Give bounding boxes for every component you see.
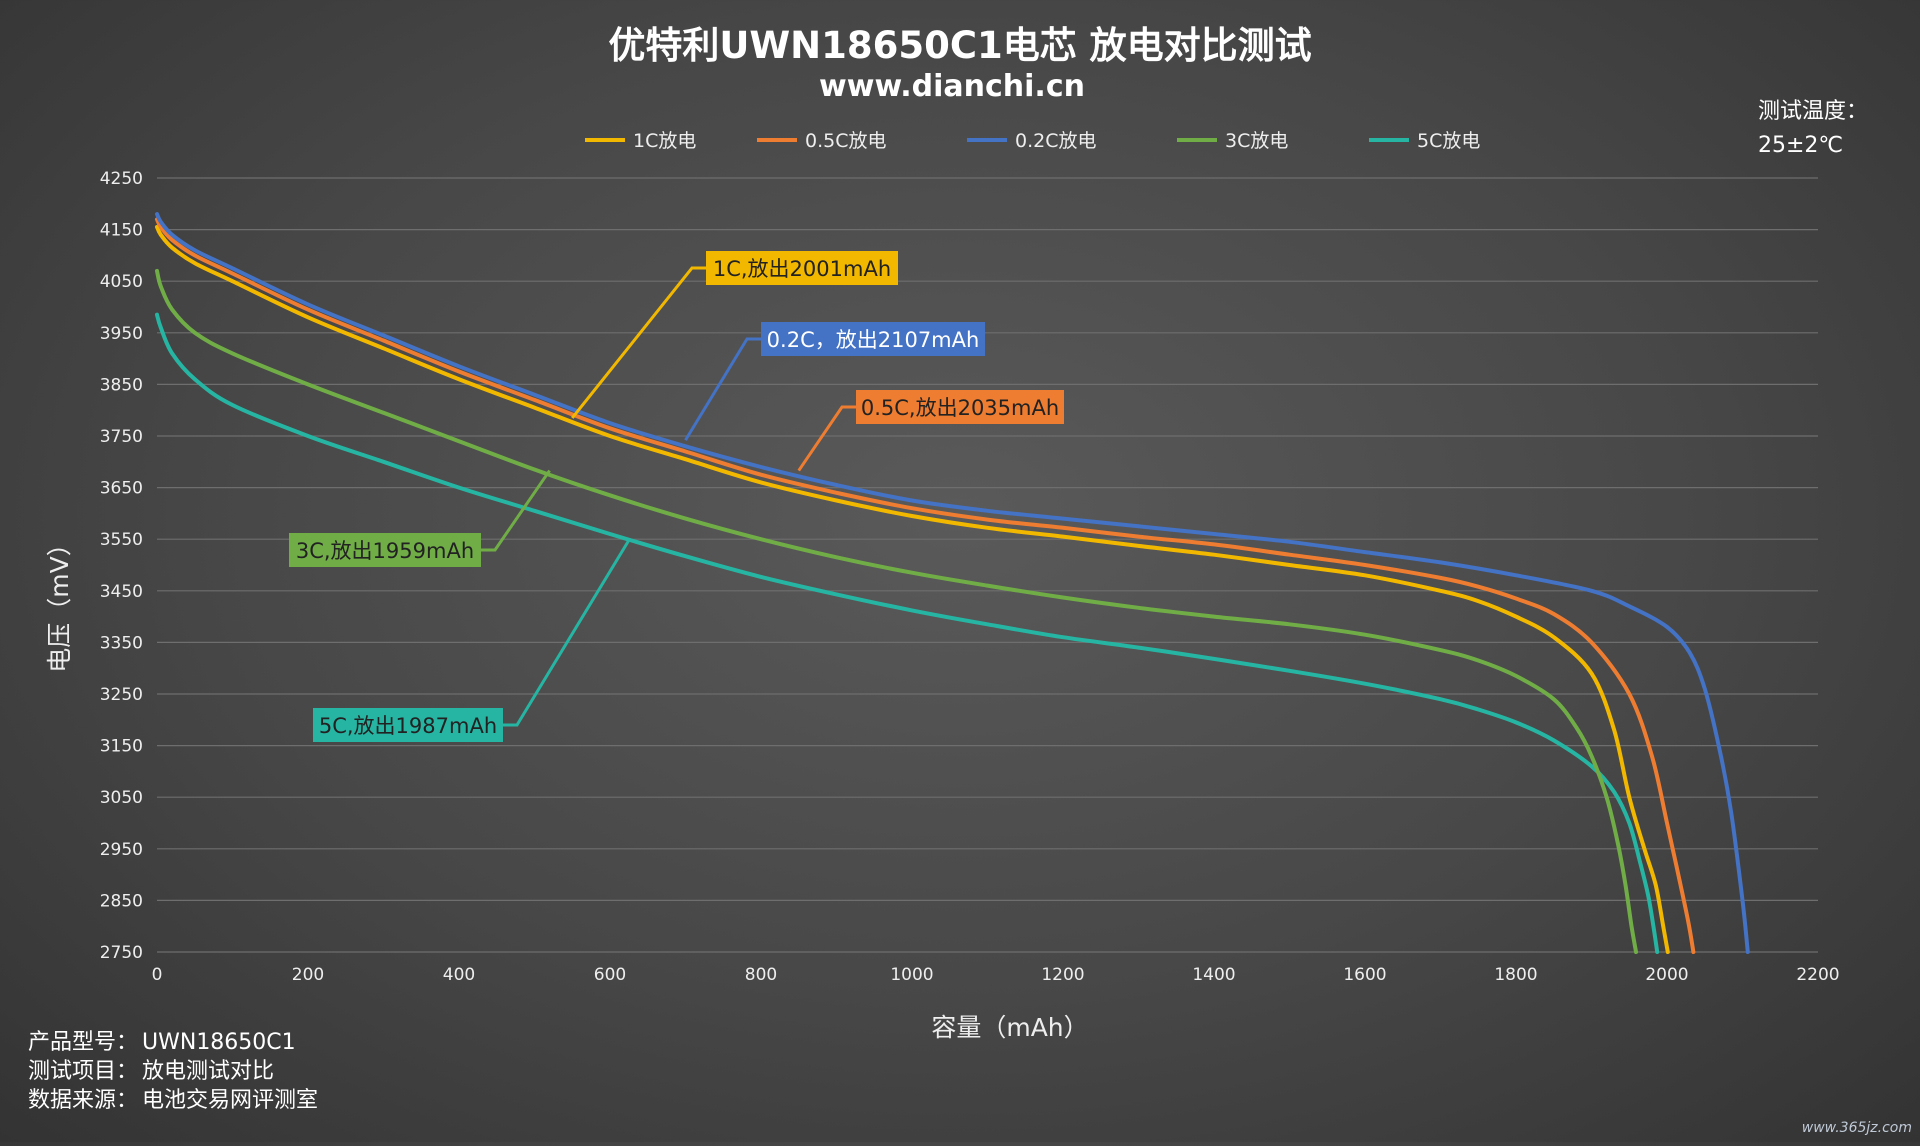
legend: 1C放电 0.5C放电 0.2C放电 3C放电 5C放电: [585, 130, 1480, 152]
chart-title: 优特利UWN18650C1电芯 放电对比测试: [608, 24, 1311, 67]
x-tick-labels: 0 200 400 600 800 1000 1200 1400 1600 1800 2000 220…: [152, 965, 1840, 985]
x-tick-1600: 1600: [1343, 965, 1386, 985]
info-value-source: 电池交易网评测室: [142, 1088, 318, 1113]
annotation-leader-4: [503, 539, 631, 727]
annotation-leader-1: [684, 337, 761, 441]
annotation-leader-2: [797, 405, 856, 472]
y-tick-2750: 2750: [100, 943, 143, 963]
legend-label-0: 1C放电: [633, 130, 696, 152]
y-tick-4050: 4050: [100, 272, 143, 292]
x-tick-1800: 1800: [1494, 965, 1537, 985]
annotation-label-0: 1C,放出2001mAh: [713, 257, 891, 281]
legend-label-4: 5C放电: [1417, 130, 1480, 152]
y-tick-2850: 2850: [100, 891, 143, 911]
y-tick-3850: 3850: [100, 375, 143, 395]
series-line-2: [155, 212, 1750, 954]
x-tick-1000: 1000: [890, 965, 933, 985]
x-tick-2200: 2200: [1796, 965, 1839, 985]
y-tick-2950: 2950: [100, 840, 143, 860]
annotation-label-3: 3C,放出1959mAh: [296, 539, 474, 563]
info-label-test: 测试项目：: [28, 1059, 138, 1084]
series-line-4: [155, 312, 1660, 954]
annotation-label-2: 0.5C,放出2035mAh: [861, 396, 1059, 420]
annotation-label-1: 0.2C，放出2107mAh: [767, 328, 980, 352]
legend-label-3: 3C放电: [1225, 130, 1288, 152]
x-tick-600: 600: [594, 965, 626, 985]
legend-label-1: 0.5C放电: [805, 130, 886, 152]
series-line-3: [155, 268, 1638, 954]
info-block: 产品型号： UWN18650C1 测试项目： 放电测试对比 数据来源： 电池交易…: [28, 1030, 318, 1113]
y-tick-3050: 3050: [100, 788, 143, 808]
annotation-leader-3: [481, 469, 551, 552]
y-tick-3450: 3450: [100, 582, 143, 602]
x-tick-1200: 1200: [1041, 965, 1084, 985]
y-axis-title: 电压（mV）: [45, 531, 74, 672]
annotation-box-3: [289, 533, 481, 567]
annotation-box-1: [761, 322, 985, 356]
series-lines: [155, 212, 1750, 954]
y-tick-labels: 2750 2850 2950 3050 3150 3250 3350 3450 3550 3650…: [100, 169, 143, 963]
info-label-source: 数据来源：: [28, 1088, 138, 1113]
annotation-box-4: [313, 708, 503, 742]
temperature-label: 测试温度：: [1758, 99, 1868, 124]
y-tick-3250: 3250: [100, 685, 143, 705]
y-tick-3950: 3950: [100, 324, 143, 344]
chart-subtitle: www.dianchi.cn: [819, 69, 1085, 104]
annotation-label-4: 5C,放出1987mAh: [319, 714, 497, 738]
temperature-value: 25±2℃: [1758, 133, 1843, 158]
y-tick-3550: 3550: [100, 530, 143, 550]
y-tick-3150: 3150: [100, 737, 143, 757]
series-line-1: [155, 217, 1696, 954]
info-value-model: UWN18650C1: [142, 1030, 296, 1055]
x-tick-1400: 1400: [1192, 965, 1235, 985]
y-tick-4150: 4150: [100, 221, 143, 241]
x-tick-0: 0: [152, 965, 163, 985]
info-value-test: 放电测试对比: [142, 1059, 274, 1084]
x-tick-800: 800: [745, 965, 777, 985]
x-tick-200: 200: [292, 965, 324, 985]
gridlines: [157, 177, 1818, 953]
annotations: 1C,放出2001mAh 0.2C，放出2107mAh 0.5C,放出2035mAh…: [289, 251, 1064, 742]
x-axis-title: 容量（mAh）: [931, 1013, 1088, 1042]
series-line-0: [155, 225, 1670, 954]
watermark: www.365jz.com: [1802, 1120, 1912, 1136]
y-tick-3650: 3650: [100, 479, 143, 499]
y-tick-4250: 4250: [100, 169, 143, 189]
x-tick-2000: 2000: [1645, 965, 1688, 985]
annotation-leader-0: [571, 266, 706, 419]
legend-label-2: 0.2C放电: [1015, 130, 1096, 152]
annotation-box-2: [856, 390, 1064, 424]
annotation-box-0: [706, 251, 898, 285]
info-label-model: 产品型号：: [28, 1030, 138, 1055]
y-tick-3350: 3350: [100, 633, 143, 653]
y-tick-3750: 3750: [100, 427, 143, 447]
x-tick-400: 400: [443, 965, 475, 985]
